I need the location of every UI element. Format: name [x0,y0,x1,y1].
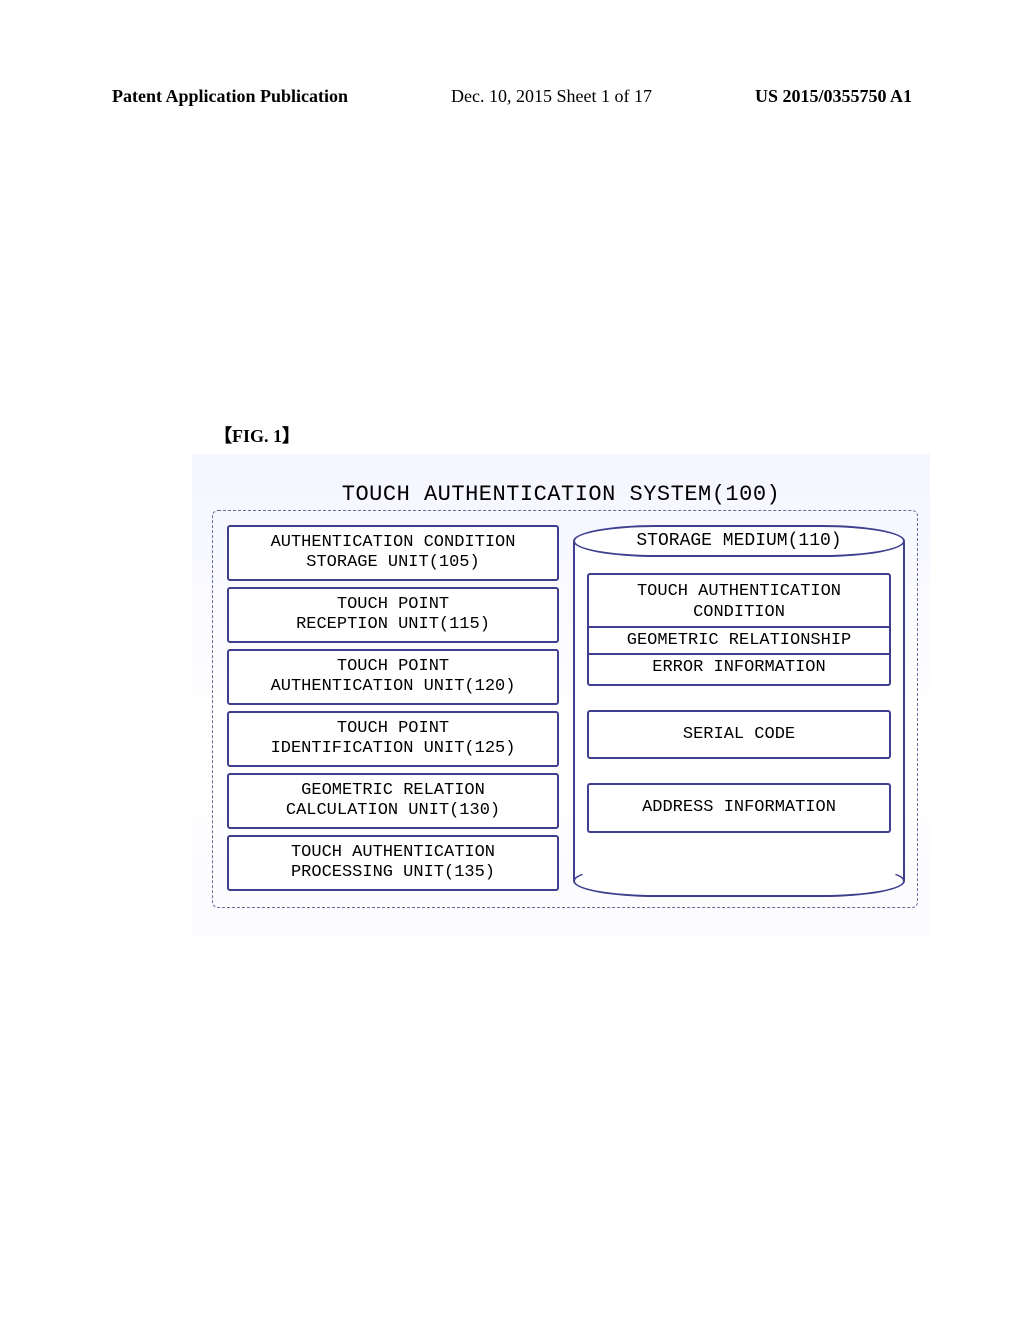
cylinder-bottom [573,865,905,897]
unit-line: TOUCH AUTHENTICATION [235,843,551,863]
header-pub-number: US 2015/0355750 A1 [755,86,912,107]
unit-line: IDENTIFICATION UNIT(125) [235,739,551,759]
figure-label-text: FIG. 1 [232,426,282,446]
diagram-area: TOUCH AUTHENTICATION SYSTEM(100) AUTHENT… [192,454,930,936]
touch-point-identification-unit: TOUCH POINT IDENTIFICATION UNIT(125) [227,711,559,767]
header-publication: Patent Application Publication [112,86,348,107]
auth-condition-storage-unit: AUTHENTICATION CONDITION STORAGE UNIT(10… [227,525,559,581]
storage-row-line: CONDITION [593,602,885,623]
unit-line: TOUCH POINT [235,595,551,615]
unit-line: STORAGE UNIT(105) [235,553,551,573]
storage-row-line: GEOMETRIC RELATIONSHIP [593,630,885,651]
storage-row-separator [589,653,889,655]
storage-block-serial-code: SERIAL CODE [587,710,891,759]
storage-block-address-info: ADDRESS INFORMATION [587,783,891,832]
left-column: AUTHENTICATION CONDITION STORAGE UNIT(10… [227,525,559,891]
header-date-sheet: Dec. 10, 2015 Sheet 1 of 17 [451,86,652,107]
diagram-title: TOUCH AUTHENTICATION SYSTEM(100) [192,482,930,507]
unit-line: CALCULATION UNIT(130) [235,801,551,821]
unit-line: TOUCH POINT [235,719,551,739]
storage-row-line: ERROR INFORMATION [593,657,885,678]
storage-row-line: TOUCH AUTHENTICATION [593,581,885,602]
right-column: STORAGE MEDIUM(110) TOUCH AUTHENTICATION… [573,525,905,897]
figure-label: 【FIG. 1】 [214,422,300,448]
unit-line: PROCESSING UNIT(135) [235,863,551,883]
storage-contents: TOUCH AUTHENTICATION CONDITION GEOMETRIC… [587,573,891,833]
touch-authentication-processing-unit: TOUCH AUTHENTICATION PROCESSING UNIT(135… [227,835,559,891]
unit-line: RECEPTION UNIT(115) [235,615,551,635]
unit-line: GEOMETRIC RELATION [235,781,551,801]
touch-point-authentication-unit: TOUCH POINT AUTHENTICATION UNIT(120) [227,649,559,705]
unit-line: AUTHENTICATION CONDITION [235,533,551,553]
page-header: Patent Application Publication Dec. 10, … [112,86,912,107]
unit-line: TOUCH POINT [235,657,551,677]
storage-block-auth-condition: TOUCH AUTHENTICATION CONDITION GEOMETRIC… [587,573,891,686]
system-container: AUTHENTICATION CONDITION STORAGE UNIT(10… [212,510,918,908]
storage-medium-title: STORAGE MEDIUM(110) [573,531,905,551]
unit-line: AUTHENTICATION UNIT(120) [235,677,551,697]
geometric-relation-calculation-unit: GEOMETRIC RELATION CALCULATION UNIT(130) [227,773,559,829]
touch-point-reception-unit: TOUCH POINT RECEPTION UNIT(115) [227,587,559,643]
storage-medium-cylinder: STORAGE MEDIUM(110) TOUCH AUTHENTICATION… [573,525,905,897]
page: Patent Application Publication Dec. 10, … [0,0,1024,1320]
storage-row-separator [589,626,889,628]
